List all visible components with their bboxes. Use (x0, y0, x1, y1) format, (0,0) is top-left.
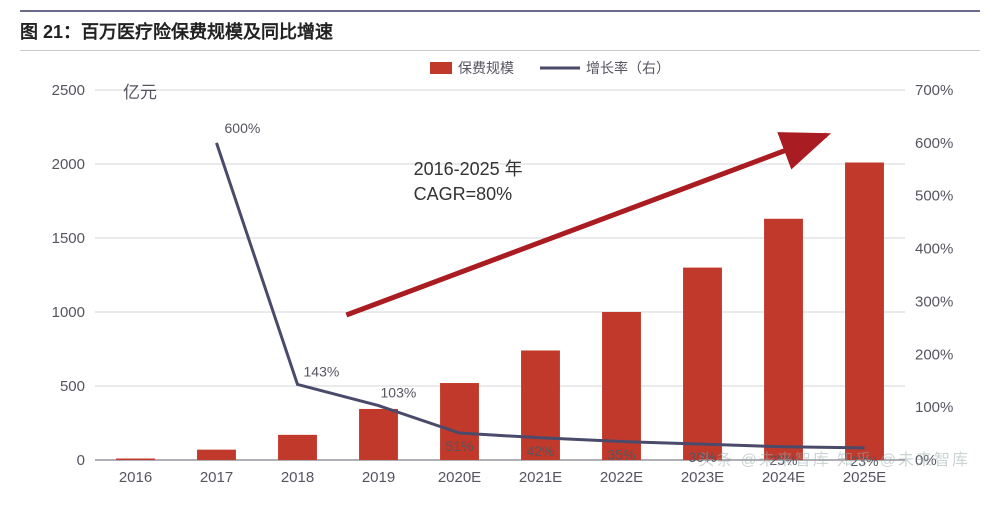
figure-title-bar: 图 21：百万医疗险保费规模及同比增速 (20, 10, 980, 51)
svg-text:1000: 1000 (52, 304, 85, 321)
chart-area: 050010001500200025000%100%200%300%400%50… (20, 60, 980, 500)
svg-text:CAGR=80%: CAGR=80% (414, 184, 513, 204)
svg-text:1500: 1500 (52, 230, 85, 247)
svg-text:100%: 100% (915, 399, 953, 416)
chart-svg: 050010001500200025000%100%200%300%400%50… (20, 60, 980, 500)
svg-text:保费规模: 保费规模 (458, 60, 514, 76)
svg-text:0: 0 (77, 452, 85, 469)
bar (116, 459, 155, 460)
svg-text:2000: 2000 (52, 156, 85, 173)
svg-text:2024E: 2024E (762, 469, 805, 486)
svg-text:2025E: 2025E (843, 469, 886, 486)
bar (764, 219, 803, 460)
unit-label: 亿元 (123, 83, 157, 102)
svg-text:2019: 2019 (362, 469, 395, 486)
svg-text:700%: 700% (915, 82, 953, 99)
svg-text:2021E: 2021E (519, 469, 562, 486)
svg-text:2016: 2016 (119, 469, 152, 486)
svg-text:600%: 600% (915, 135, 953, 152)
svg-text:2016-2025 年: 2016-2025 年 (414, 159, 523, 179)
bar (197, 450, 236, 460)
figure-title: 图 21：百万医疗险保费规模及同比增速 (20, 22, 333, 42)
svg-text:2020E: 2020E (438, 469, 481, 486)
svg-text:103%: 103% (381, 385, 417, 401)
svg-text:2017: 2017 (200, 469, 233, 486)
svg-text:2022E: 2022E (600, 469, 643, 486)
svg-text:51%: 51% (445, 438, 473, 454)
svg-text:600%: 600% (225, 120, 261, 136)
svg-text:2500: 2500 (52, 82, 85, 99)
figure-frame: 图 21：百万医疗险保费规模及同比增速 0 500 1000 1500 2000 2500… (0, 0, 1000, 510)
svg-text:42%: 42% (526, 443, 554, 459)
bar (359, 409, 398, 460)
svg-text:500: 500 (60, 378, 85, 395)
svg-text:300%: 300% (915, 293, 953, 310)
svg-text:500%: 500% (915, 188, 953, 205)
svg-text:200%: 200% (915, 346, 953, 363)
svg-text:2018: 2018 (281, 469, 314, 486)
bar (602, 312, 641, 460)
watermark-text: 头条 @未来智库 知乎 @未来智库 (698, 446, 970, 470)
bar (278, 435, 317, 460)
svg-text:2023E: 2023E (681, 469, 724, 486)
bar (845, 163, 884, 460)
svg-text:400%: 400% (915, 241, 953, 258)
bar (683, 268, 722, 460)
svg-text:增长率（右）: 增长率（右） (586, 60, 670, 76)
svg-text:35%: 35% (607, 447, 635, 463)
svg-text:143%: 143% (304, 363, 340, 379)
